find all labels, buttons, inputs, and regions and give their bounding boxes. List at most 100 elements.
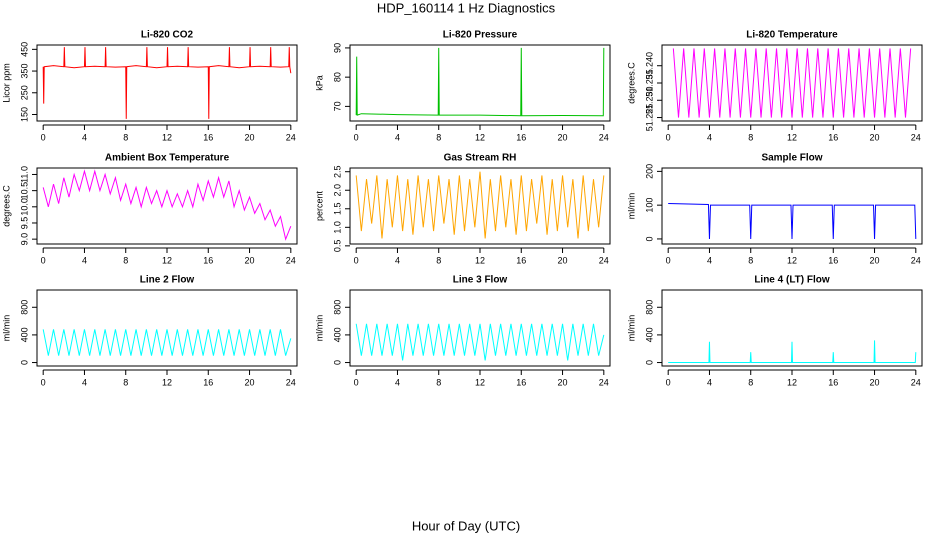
x-tick-label: 20 [870,255,880,265]
x-tick-label: 16 [203,255,213,265]
x-tick-label: 0 [41,255,46,265]
x-tick-label: 12 [475,255,485,265]
x-tick-label: 8 [123,255,128,265]
y-axis-label: degrees.C [1,185,11,227]
y-tick-label: 9.5 [19,217,29,230]
x-tick-label: 4 [707,377,712,387]
y-tick-label: 0 [644,360,654,365]
panel-title: Line 4 (LT) Flow [754,275,830,286]
x-tick-label: 4 [82,255,87,265]
y-tick-label: 400 [644,327,654,342]
x-tick-label: 0 [41,377,46,387]
x-tick-label: 16 [828,255,838,265]
panel-title: Li-820 Temperature [746,30,838,41]
y-tick-label: 51.235 [644,69,654,97]
y-tick-label: 1.0 [332,221,342,234]
x-tick-label: 8 [748,377,753,387]
y-axis-label: degrees.C [626,62,636,104]
figure-title: HDP_160114 1 Hz Diagnostics [377,0,556,15]
x-tick-label: 16 [516,255,526,265]
x-tick-label: 24 [911,255,921,265]
y-axis-label: ml/min [314,315,324,342]
y-tick-label: 10.0 [19,198,29,216]
data-line [355,171,605,239]
x-tick-label: 12 [162,377,172,387]
x-tick-label: 8 [436,377,441,387]
x-tick-label: 0 [354,377,359,387]
panel-title: Line 3 Flow [453,275,508,286]
data-line [355,323,605,361]
y-tick-label: 400 [332,327,342,342]
x-tick-label: 4 [82,377,87,387]
y-tick-label: 51.225 [644,104,654,132]
x-tick-label: 12 [787,132,797,142]
y-axis-label: ml/min [626,315,636,342]
x-tick-label: 24 [599,255,609,265]
x-tick-label: 16 [516,132,526,142]
x-tick-label: 24 [599,132,609,142]
y-tick-label: 9.0 [19,233,29,246]
y-tick-label: 80 [332,72,342,82]
x-tick-label: 0 [666,255,671,265]
y-tick-label: 250 [19,85,29,100]
x-tick-label: 8 [748,255,753,265]
y-tick-label: 2.5 [332,165,342,178]
x-tick-label: 24 [599,377,609,387]
panel-title: Li-820 CO2 [141,30,194,41]
x-tick-label: 12 [475,132,485,142]
plot-frame [661,167,923,245]
y-axis-label: Licor ppm [1,63,11,103]
plot-frame [36,167,298,245]
x-tick-label: 20 [558,255,568,265]
x-tick-label: 8 [123,377,128,387]
x-tick-label: 20 [245,132,255,142]
y-tick-label: 0 [332,360,342,365]
x-tick-label: 16 [828,377,838,387]
x-axis-label: Hour of Day (UTC) [412,518,520,533]
x-tick-label: 4 [395,132,400,142]
x-tick-label: 24 [286,377,296,387]
x-tick-label: 0 [354,255,359,265]
x-tick-label: 4 [707,255,712,265]
x-tick-label: 12 [162,132,172,142]
y-tick-label: 400 [19,327,29,342]
data-line [42,47,292,119]
y-tick-label: 350 [19,64,29,79]
data-line [355,47,605,117]
x-tick-label: 4 [395,255,400,265]
y-tick-label: 100 [644,198,654,213]
y-tick-label: 51.230 [644,87,654,115]
panel-title: Gas Stream RH [444,153,517,164]
x-tick-label: 20 [558,132,568,142]
data-line [668,340,917,364]
x-tick-label: 0 [41,132,46,142]
y-axis-label: ml/min [1,315,11,342]
x-tick-label: 12 [475,377,485,387]
x-tick-label: 20 [558,377,568,387]
y-tick-label: 450 [19,42,29,57]
y-tick-label: 10.5 [19,182,29,200]
x-tick-label: 8 [123,132,128,142]
y-tick-label: 800 [332,300,342,315]
y-axis-label: kPa [314,75,324,91]
x-tick-label: 24 [286,255,296,265]
y-axis-label: percent [314,190,324,221]
y-tick-label: 90 [332,43,342,53]
x-tick-label: 8 [436,132,441,142]
plot-frame [349,289,611,367]
x-tick-label: 16 [203,132,213,142]
x-tick-label: 4 [707,132,712,142]
plot-frame [661,44,923,122]
y-tick-label: 2.0 [332,184,342,197]
x-tick-label: 24 [911,132,921,142]
y-tick-label: 70 [332,101,342,111]
plot-frame [36,289,298,367]
x-tick-label: 20 [245,377,255,387]
x-tick-label: 16 [828,132,838,142]
x-tick-label: 24 [911,377,921,387]
x-tick-label: 0 [666,132,671,142]
y-tick-label: 1.5 [332,203,342,216]
y-axis-label: ml/min [626,193,636,220]
x-tick-label: 12 [787,377,797,387]
